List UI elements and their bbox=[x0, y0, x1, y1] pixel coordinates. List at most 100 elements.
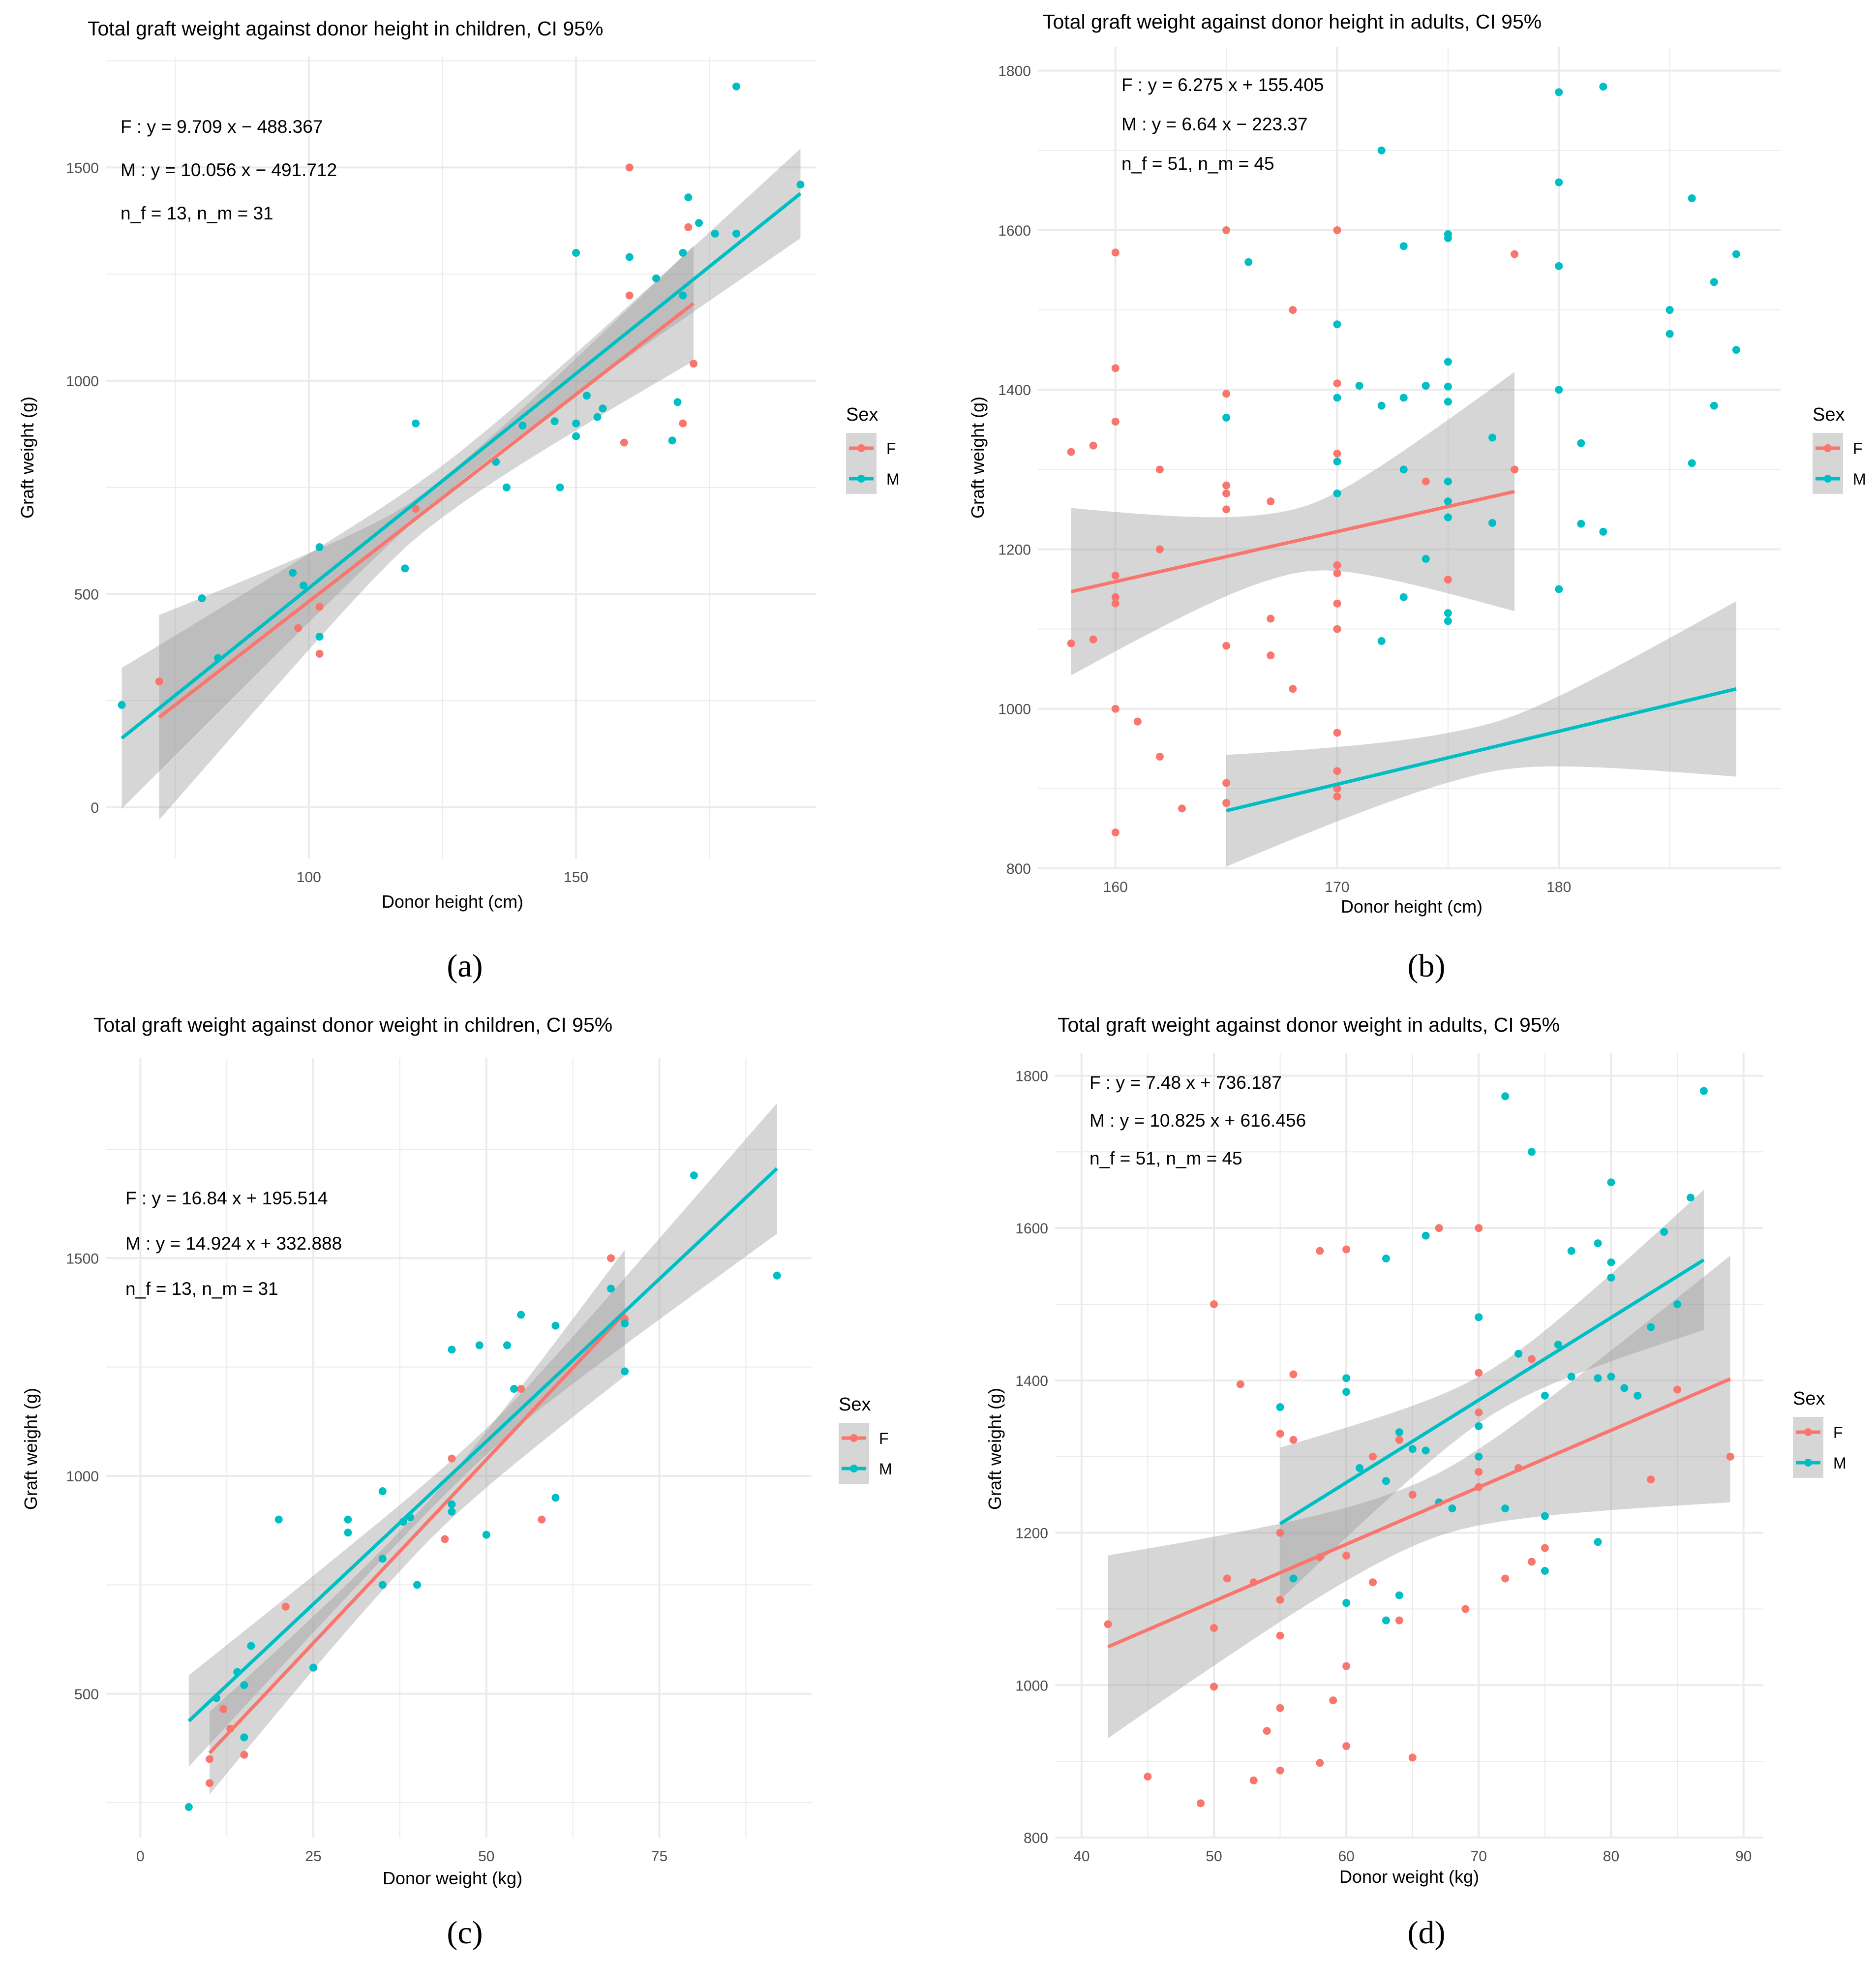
data-point-M bbox=[673, 398, 682, 406]
legend-title: Sex bbox=[839, 1394, 871, 1415]
data-point-F bbox=[1276, 1766, 1284, 1775]
data-point-M bbox=[378, 1555, 387, 1563]
equation-annotation: n_f = 13, n_m = 31 bbox=[125, 1279, 278, 1299]
equation-annotation: M : y = 6.64 x − 223.37 bbox=[1121, 114, 1307, 134]
data-point-F bbox=[1276, 1631, 1284, 1640]
data-point-M bbox=[1422, 1231, 1430, 1240]
legend-title: Sex bbox=[1793, 1388, 1825, 1409]
data-point-M bbox=[1555, 262, 1563, 270]
data-point-F bbox=[1475, 1468, 1483, 1476]
data-point-M bbox=[1732, 250, 1740, 258]
x-axis-label: Donor weight (kg) bbox=[383, 1868, 522, 1888]
data-point-F bbox=[1395, 1436, 1403, 1444]
data-point-F bbox=[620, 438, 628, 447]
data-point-F bbox=[1067, 448, 1075, 456]
data-point-F bbox=[281, 1602, 290, 1611]
data-point-F bbox=[1422, 477, 1430, 486]
data-point-M bbox=[1342, 1599, 1351, 1607]
data-point-M bbox=[621, 1367, 629, 1376]
data-point-M bbox=[475, 1341, 484, 1349]
equation-annotation: M : y = 14.924 x + 332.888 bbox=[125, 1233, 342, 1254]
data-point-F bbox=[1089, 635, 1097, 644]
data-point-F bbox=[1222, 779, 1231, 787]
data-point-M bbox=[1555, 386, 1563, 394]
data-point-F bbox=[1111, 418, 1120, 426]
data-point-M bbox=[572, 248, 580, 257]
x-tick-label: 40 bbox=[1073, 1848, 1089, 1865]
data-point-M bbox=[1554, 1341, 1562, 1349]
data-point-F bbox=[1395, 1616, 1403, 1625]
data-point-M bbox=[684, 193, 693, 202]
data-point-M bbox=[1732, 346, 1740, 354]
x-tick-label: 150 bbox=[564, 869, 588, 886]
legend-title: Sex bbox=[1813, 404, 1845, 425]
x-tick-label: 70 bbox=[1471, 1848, 1487, 1865]
data-point-M bbox=[299, 582, 307, 590]
data-point-M bbox=[1607, 1373, 1615, 1381]
data-point-M bbox=[1541, 1512, 1549, 1520]
data-point-F bbox=[1435, 1224, 1443, 1232]
data-point-M bbox=[1422, 382, 1430, 390]
data-point-M bbox=[1647, 1323, 1655, 1331]
data-point-M bbox=[1594, 1538, 1602, 1546]
data-point-F bbox=[294, 624, 303, 632]
data-point-F bbox=[1461, 1605, 1470, 1613]
data-point-M bbox=[1356, 1464, 1364, 1472]
ci-ribbon-M bbox=[1226, 601, 1736, 867]
data-point-M bbox=[1382, 1477, 1390, 1485]
data-point-M bbox=[1567, 1373, 1575, 1381]
data-point-M bbox=[572, 419, 580, 428]
data-point-M bbox=[247, 1642, 255, 1650]
data-point-M bbox=[582, 392, 591, 400]
x-tick-label: 160 bbox=[1103, 879, 1128, 895]
ci-ribbon-F bbox=[210, 1250, 625, 1795]
data-point-M bbox=[502, 483, 511, 491]
x-axis-label: Donor height (cm) bbox=[382, 891, 523, 912]
data-point-M bbox=[1673, 1300, 1682, 1309]
data-point-M bbox=[240, 1733, 248, 1742]
data-point-F bbox=[448, 1454, 456, 1463]
y-tick-label: 1200 bbox=[1015, 1526, 1048, 1542]
legend-dot-F bbox=[850, 1434, 858, 1442]
data-point-M bbox=[1607, 1178, 1615, 1187]
data-point-F bbox=[1475, 1369, 1483, 1377]
data-point-F bbox=[1316, 1759, 1324, 1767]
chart-panel-c: 0 25 50 75 500 1000 1500 Total graft weight aga… bbox=[21, 1013, 892, 1951]
data-point-F bbox=[1267, 497, 1275, 506]
data-point-M bbox=[695, 219, 703, 227]
data-point-M bbox=[401, 564, 409, 573]
data-point-M bbox=[1527, 1148, 1536, 1156]
data-point-M bbox=[1399, 593, 1408, 601]
data-point-M bbox=[625, 253, 634, 261]
y-tick-label: 1800 bbox=[1015, 1068, 1048, 1084]
data-point-M bbox=[1599, 527, 1607, 536]
data-point-M bbox=[556, 483, 564, 491]
data-point-F bbox=[1111, 248, 1120, 257]
data-point-M bbox=[1276, 1403, 1284, 1411]
x-tick-label: 50 bbox=[1206, 1848, 1222, 1865]
ci-ribbon-M bbox=[121, 149, 801, 809]
data-point-M bbox=[572, 432, 580, 440]
legend-label-M: M bbox=[886, 470, 900, 488]
data-point-M bbox=[732, 82, 741, 91]
data-point-M bbox=[599, 404, 607, 413]
data-point-F bbox=[1222, 226, 1231, 234]
data-point-F bbox=[1408, 1491, 1417, 1499]
regression-line-M bbox=[121, 192, 802, 740]
data-point-F bbox=[1342, 1742, 1351, 1750]
data-point-M bbox=[1599, 83, 1607, 91]
data-point-M bbox=[412, 419, 420, 428]
data-point-F bbox=[1155, 545, 1164, 553]
y-tick-label: 1400 bbox=[998, 382, 1031, 399]
data-point-F bbox=[1333, 226, 1341, 234]
data-point-M bbox=[1488, 433, 1497, 442]
chart-title: Total graft weight against donor height … bbox=[88, 17, 603, 40]
x-tick-label: 25 bbox=[305, 1848, 321, 1865]
data-point-M bbox=[184, 1803, 193, 1811]
data-point-M bbox=[1665, 306, 1674, 314]
data-point-M bbox=[1567, 1247, 1575, 1255]
data-point-M bbox=[448, 1346, 456, 1354]
data-point-F bbox=[1647, 1475, 1655, 1484]
data-point-F bbox=[679, 419, 687, 428]
y-axis-label: Graft weight (g) bbox=[968, 397, 988, 519]
